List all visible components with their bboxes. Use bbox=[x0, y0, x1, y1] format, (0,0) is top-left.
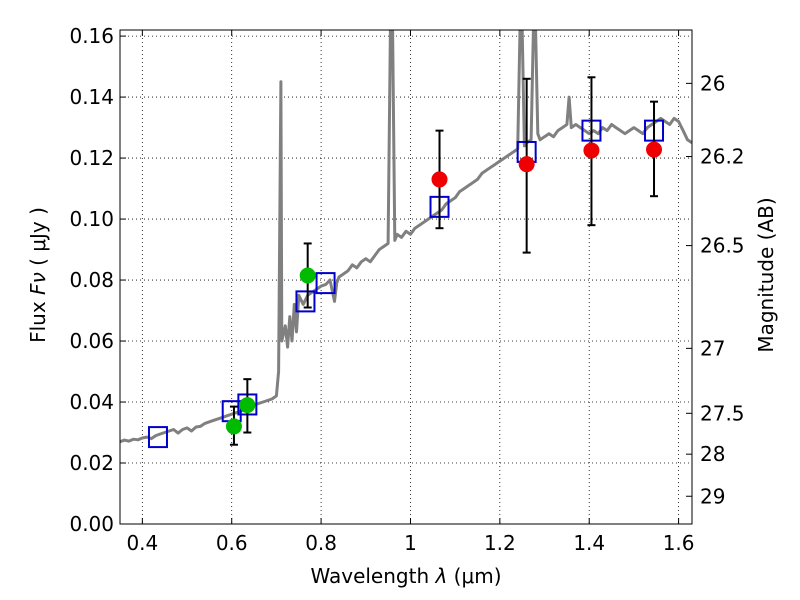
observed-point bbox=[646, 141, 663, 158]
x-tick-label: 0.4 bbox=[126, 531, 158, 555]
y2-tick-label: 28 bbox=[700, 442, 725, 466]
spectrum-line bbox=[120, 30, 692, 444]
y2-tick-label: 26.2 bbox=[700, 145, 745, 169]
y-tick-label: 0.10 bbox=[69, 207, 114, 231]
x-tick-label: 1 bbox=[404, 531, 417, 555]
model-photometry-square bbox=[315, 272, 336, 295]
plot-frame bbox=[119, 29, 693, 525]
y-tick-label: 0.12 bbox=[69, 146, 114, 170]
y-tick-label: 0.02 bbox=[69, 451, 114, 475]
y2-tick-label: 26 bbox=[700, 71, 725, 95]
x-tick-label: 1.4 bbox=[573, 531, 605, 555]
model-photometry-square bbox=[147, 426, 168, 449]
y-tick-label: 0.04 bbox=[69, 390, 114, 414]
observed-point bbox=[239, 397, 256, 414]
x-tick-label: 0.8 bbox=[305, 531, 337, 555]
x-tick-label: 1.6 bbox=[663, 531, 695, 555]
y2-tick-label: 26.5 bbox=[700, 234, 745, 258]
observed-point bbox=[583, 142, 600, 159]
y-tick-label: 0.08 bbox=[69, 268, 114, 292]
plot-area bbox=[120, 30, 692, 449]
y2-tick-label: 27.5 bbox=[700, 401, 745, 425]
x-axis-label: Wavelength λ (μm) bbox=[310, 564, 501, 588]
observed-point bbox=[299, 267, 316, 284]
observed-point bbox=[225, 418, 242, 435]
y-tick-label: 0.00 bbox=[69, 512, 114, 536]
model-photometry-square bbox=[295, 290, 316, 313]
y-tick-label: 0.14 bbox=[69, 85, 114, 109]
y-tick-label: 0.06 bbox=[69, 329, 114, 353]
y2-tick-label: 27 bbox=[700, 336, 725, 360]
x-tick-label: 1.2 bbox=[484, 531, 516, 555]
ticks: 0.4 0.6 0.8 1 1.2 1.4 1.6 0.00 0.02 0.04 0.06 0.08 0… bbox=[69, 24, 744, 555]
y-tick-label: 0.16 bbox=[69, 24, 114, 48]
observed-point bbox=[518, 156, 535, 173]
y2-tick-label: 29 bbox=[700, 484, 725, 508]
observed-point bbox=[431, 171, 448, 188]
x-tick-label: 0.6 bbox=[216, 531, 248, 555]
y-axis-label: Flux Fν ( μJy ) bbox=[26, 207, 50, 343]
y2-axis-label: Magnitude (AB) bbox=[754, 197, 778, 352]
grid bbox=[120, 30, 692, 525]
